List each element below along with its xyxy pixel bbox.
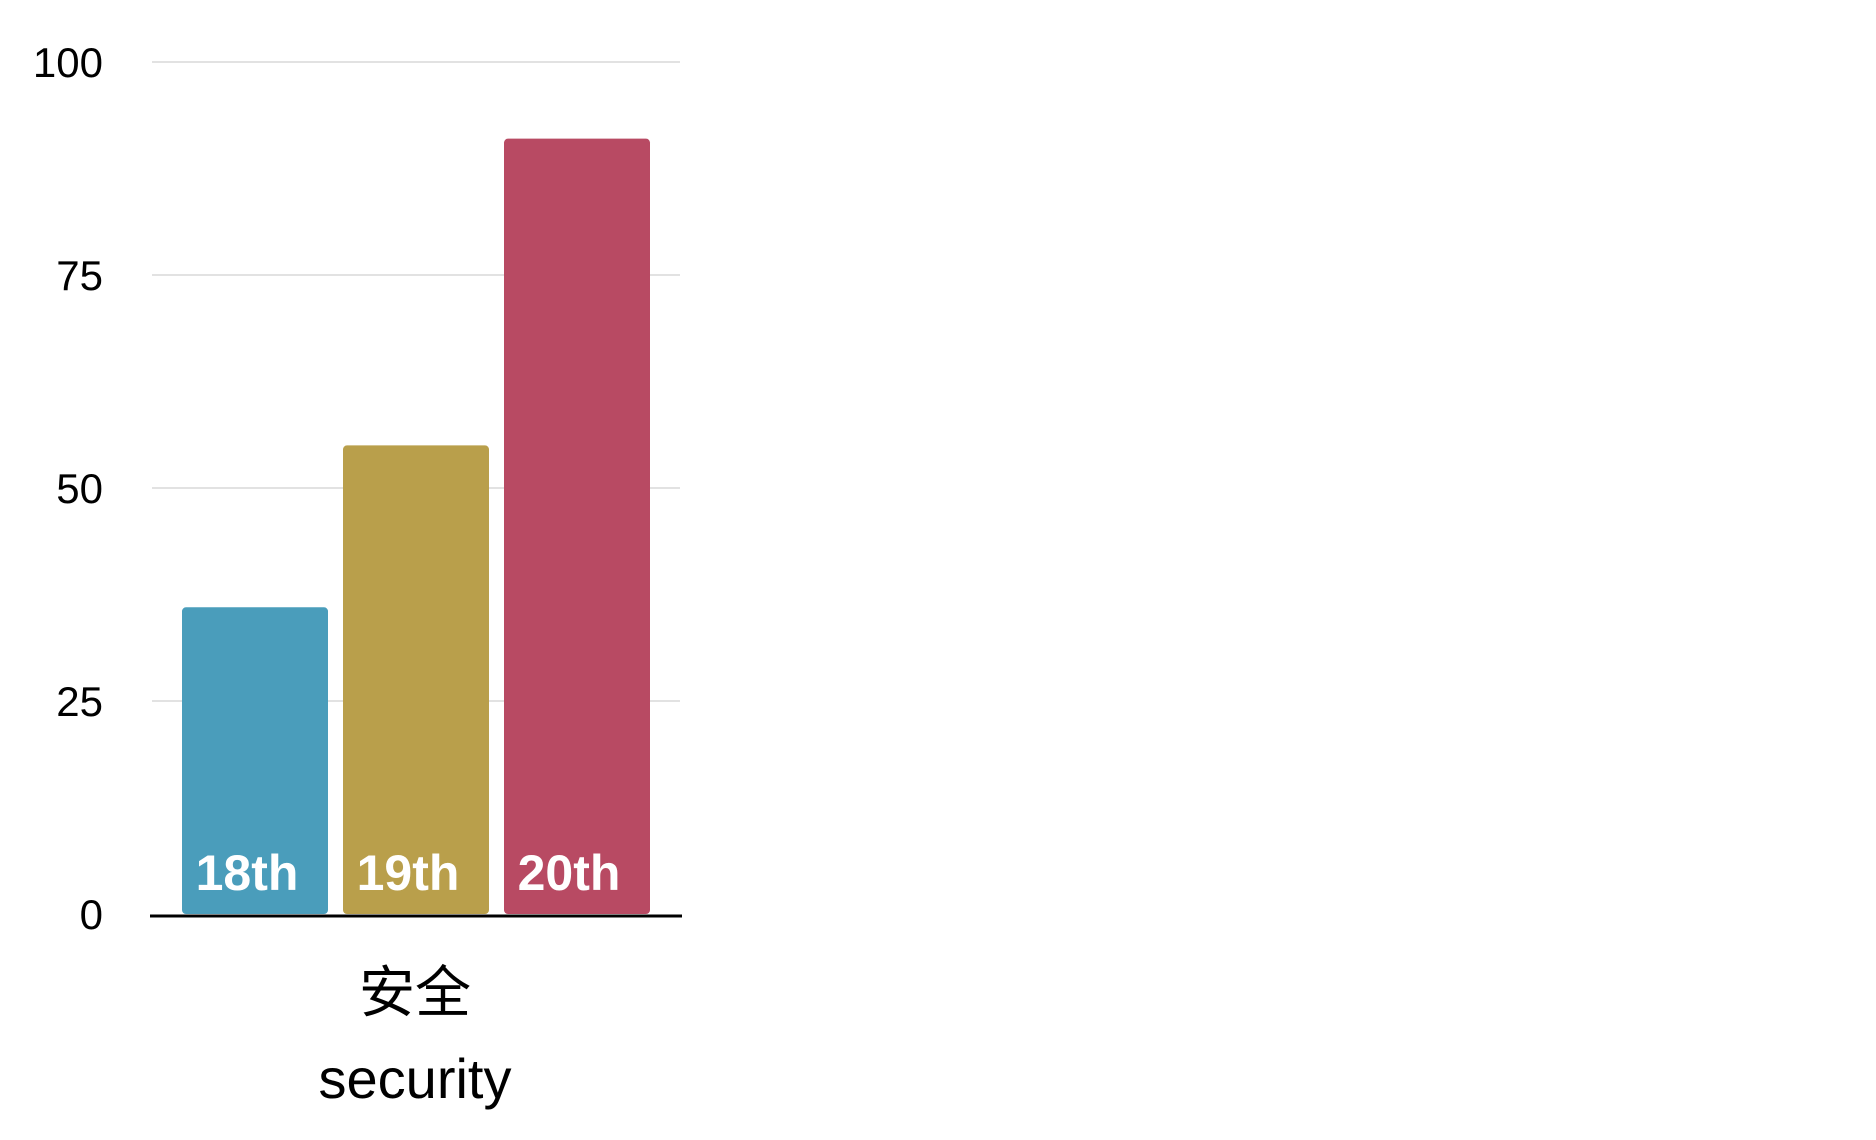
bar-20th: [504, 138, 650, 914]
category-label-english: security: [319, 1047, 512, 1110]
bar-label: 20th: [518, 845, 621, 901]
y-tick-label: 50: [56, 465, 103, 512]
y-tick-label: 75: [56, 252, 103, 299]
bar-19th: [343, 445, 489, 914]
y-axis-ticks: 0 25 50 75 100: [33, 39, 103, 938]
bar-label: 18th: [196, 845, 299, 901]
y-tick-label: 100: [33, 39, 103, 86]
bar-label: 19th: [357, 845, 460, 901]
bar-18th: [182, 607, 328, 914]
y-tick-label: 25: [56, 678, 103, 725]
bars: 18th 19th 20th: [182, 138, 650, 914]
y-tick-label: 0: [80, 891, 103, 938]
category-label-chinese: 安全: [359, 961, 471, 1024]
